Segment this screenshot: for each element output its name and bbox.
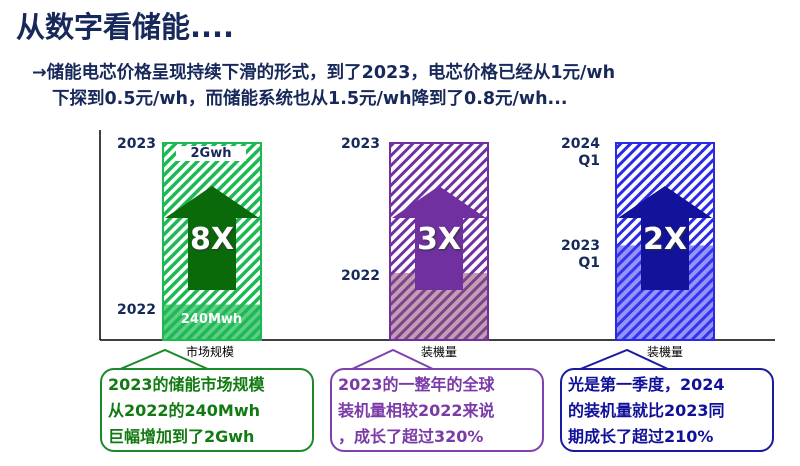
category-installed: 装機量 (646, 345, 683, 359)
callout-line: ，成长了超过320% (338, 427, 484, 446)
subtitle-line-1: →储能电芯价格呈现持续下滑的形式，到了2023，电芯价格已经从1元/wh (32, 63, 616, 83)
label-2023-q1: 2023 Q1 (550, 238, 600, 272)
bar-outline (615, 142, 715, 341)
callout-pointer (349, 348, 436, 371)
callout-market: 2023的储能市场规模 从2022的240Mwh 巨幅增加到了2Gwh (100, 368, 314, 452)
up-arrow-icon (165, 186, 259, 290)
value-2gwh: 2Gwh (176, 146, 246, 161)
label-2023: 2023 (341, 136, 380, 152)
callout-pointer (577, 348, 671, 371)
callout-installed-2023: 2023的一整年的全球 装机量相较2022来说 ，成长了超过320% (330, 368, 544, 452)
up-arrow-icon (618, 186, 712, 290)
callout-line: 巨幅增加到了2Gwh (108, 427, 255, 446)
bar-outline (162, 142, 262, 341)
label-year: 2024 (561, 136, 600, 152)
value-240mwh: 240Mwh (180, 312, 243, 327)
label-2022: 2022 (341, 268, 380, 284)
callout-line: 的装机量就比2023同 (568, 401, 725, 420)
subtitle: →储能电芯价格呈现持续下滑的形式，到了2023，电芯价格已经从1元/wh 下探到… (32, 60, 615, 112)
callout-line: 光是第一季度，2024 (568, 375, 725, 394)
callout-line: 从2022的240Mwh (108, 401, 261, 420)
label-quarter: Q1 (578, 153, 600, 169)
category-market-size: 市场规模 (185, 345, 234, 359)
callout-line: 2023的一整年的全球 (338, 375, 495, 394)
bar-base-fill (163, 304, 261, 340)
callout-line: 装机量相较2022来说 (338, 401, 495, 420)
callout-line: 2023的储能市场规模 (108, 375, 265, 394)
subtitle-line-2: 下探到0.5元/wh，而储能系统也从1.5元/wh降到了0.8元/wh... (52, 89, 568, 109)
bar-outline (389, 142, 489, 341)
label-year: 2023 (561, 238, 600, 254)
label-2022: 2022 (117, 302, 156, 318)
label-quarter: Q1 (578, 255, 600, 271)
callout-installed-2024q1: 光是第一季度，2024 的装机量就比2023同 期成长了超过210% (560, 368, 774, 452)
category-installed: 装機量 (420, 345, 457, 359)
label-2024-q1: 2024 Q1 (550, 136, 600, 170)
callout-pointer (117, 348, 211, 371)
label-2023: 2023 (117, 136, 156, 152)
callout-line: 期成长了超过210% (568, 427, 714, 446)
multiplier-2x: 2X (642, 222, 687, 257)
up-arrow-icon (392, 186, 486, 290)
multiplier-3x: 3X (416, 222, 461, 257)
multiplier-8x: 8X (189, 222, 234, 257)
slide-title: 从数字看储能.... (16, 10, 235, 44)
